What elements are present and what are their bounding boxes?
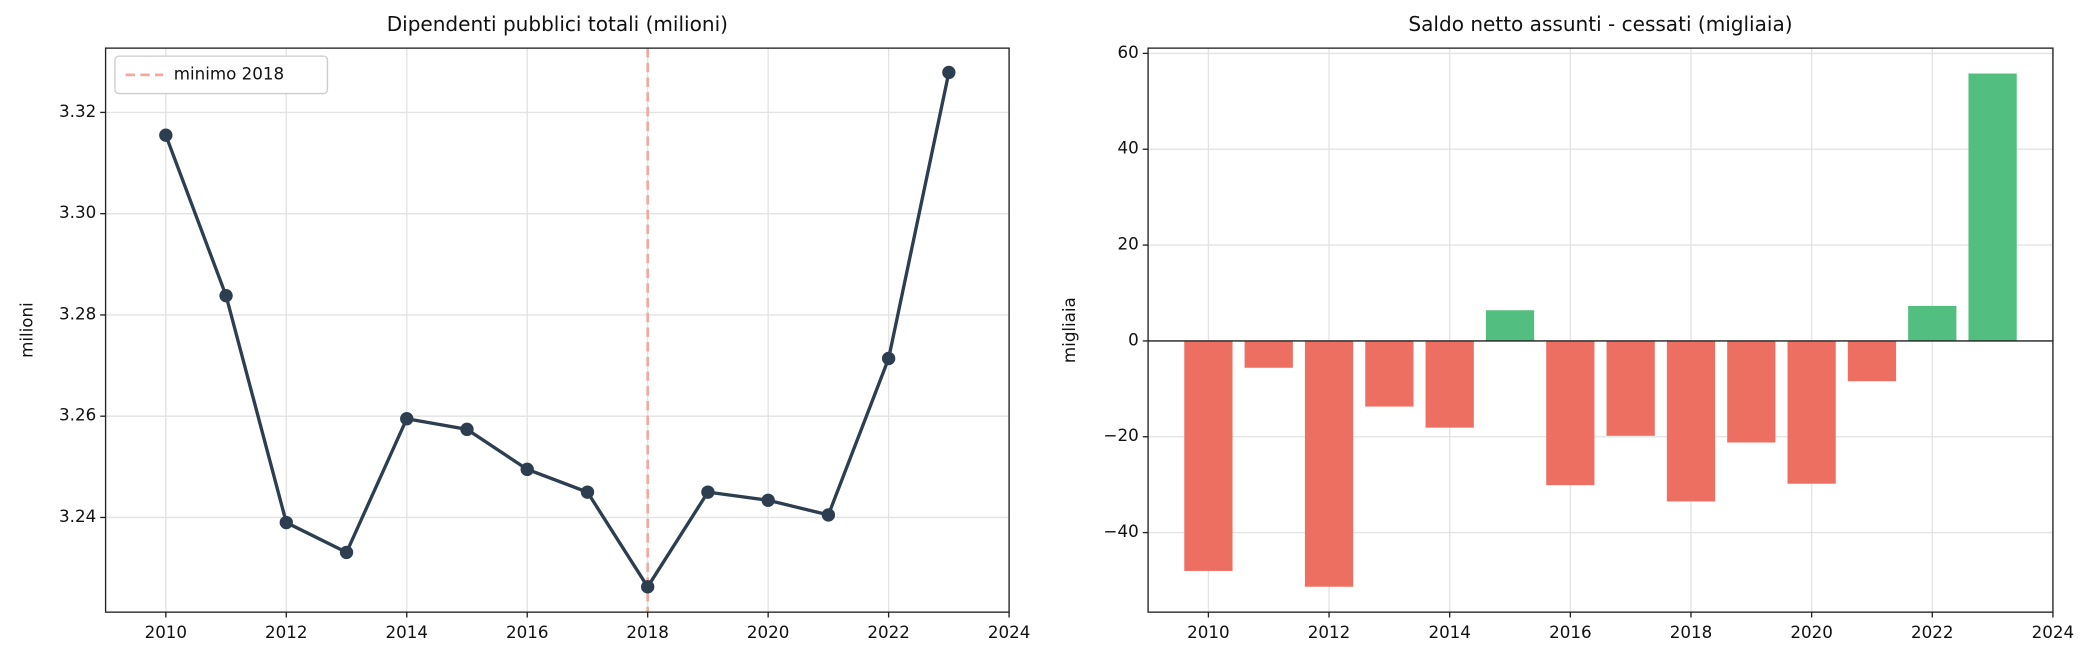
x-tick-label: 2012 bbox=[1308, 622, 1350, 642]
x-tick-label: 2016 bbox=[506, 622, 548, 642]
x-tick-label: 2024 bbox=[2032, 622, 2074, 642]
x-tick-label: 2024 bbox=[988, 622, 1030, 642]
data-point bbox=[942, 65, 956, 80]
plot-frame bbox=[1147, 47, 2054, 613]
bar bbox=[1244, 340, 1293, 368]
y-tick-label: 3.30 bbox=[59, 202, 96, 222]
plot-frame bbox=[104, 47, 1010, 613]
x-tick-label: 2018 bbox=[626, 622, 668, 642]
y-tick-label: −20 bbox=[1104, 425, 1139, 445]
data-point bbox=[580, 485, 595, 499]
x-tick-label: 2022 bbox=[867, 622, 909, 642]
bar bbox=[1365, 340, 1414, 407]
x-tick-label: 2016 bbox=[1549, 622, 1591, 642]
data-point bbox=[219, 289, 233, 303]
chart-title: Saldo netto assunti - cessati (migliaia) bbox=[1408, 12, 1792, 36]
data-point bbox=[400, 412, 414, 426]
data-point bbox=[520, 462, 534, 477]
y-tick-label: −40 bbox=[1104, 521, 1139, 541]
bar bbox=[1847, 340, 1897, 382]
data-point bbox=[881, 351, 896, 366]
x-tick-label: 2010 bbox=[145, 622, 187, 642]
bar bbox=[1485, 310, 1535, 341]
bar bbox=[1546, 340, 1595, 486]
bar bbox=[1425, 340, 1474, 428]
y-tick-label: 20 bbox=[1117, 234, 1138, 254]
bar bbox=[1184, 340, 1233, 571]
y-tick-label: 60 bbox=[1117, 42, 1138, 62]
bar bbox=[1666, 340, 1716, 502]
bar bbox=[1968, 73, 2017, 341]
data-point bbox=[701, 485, 715, 499]
legend-label: minimo 2018 bbox=[174, 63, 284, 83]
x-tick-label: 2014 bbox=[1428, 622, 1470, 642]
y-tick-label: 3.32 bbox=[59, 101, 96, 121]
data-point bbox=[159, 128, 173, 142]
x-tick-label: 2012 bbox=[265, 622, 307, 642]
data-point bbox=[339, 545, 354, 560]
x-tick-label: 2020 bbox=[1790, 622, 1832, 642]
y-tick-label: 3.26 bbox=[59, 405, 96, 425]
data-line bbox=[164, 72, 951, 590]
bar bbox=[1787, 340, 1836, 484]
bar bbox=[1908, 305, 1957, 341]
legend-box bbox=[114, 55, 329, 95]
y-tick-label: 0 bbox=[1128, 329, 1139, 349]
bar bbox=[1727, 340, 1776, 443]
chart-title: Dipendenti pubblici totali (milioni) bbox=[387, 12, 728, 36]
x-tick-label: 2022 bbox=[1911, 622, 1953, 642]
bar bbox=[1304, 340, 1354, 587]
x-tick-label: 2010 bbox=[1187, 622, 1229, 642]
data-point bbox=[641, 580, 655, 594]
bar bbox=[1606, 340, 1655, 436]
y-axis-label: migliaia bbox=[1059, 297, 1079, 363]
y-tick-label: 3.24 bbox=[59, 506, 96, 526]
y-tick-label: 40 bbox=[1117, 138, 1138, 158]
data-point bbox=[761, 493, 775, 507]
data-point bbox=[821, 508, 836, 522]
x-tick-label: 2020 bbox=[747, 622, 789, 642]
data-point bbox=[460, 422, 474, 437]
data-point bbox=[279, 515, 293, 530]
y-axis-label: milioni bbox=[17, 302, 37, 358]
x-tick-label: 2018 bbox=[1670, 622, 1712, 642]
y-tick-label: 3.28 bbox=[59, 303, 96, 323]
x-tick-label: 2014 bbox=[386, 622, 428, 642]
